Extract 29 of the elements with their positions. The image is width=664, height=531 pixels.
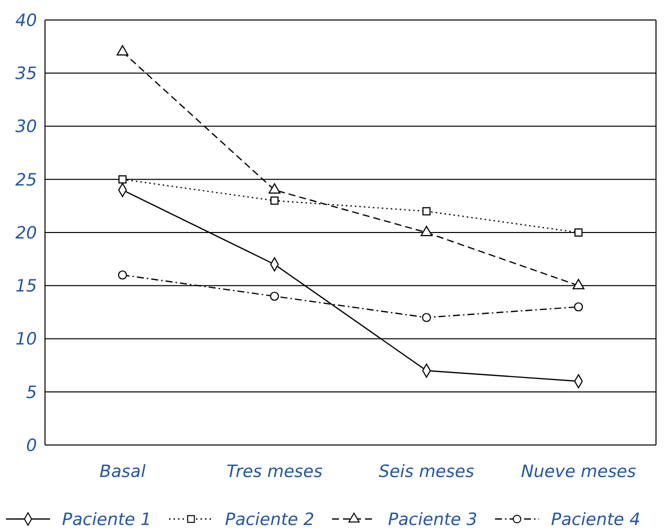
point	[118, 175, 127, 184]
y-tick-label: 0	[26, 436, 37, 456]
point	[268, 183, 280, 194]
x-tick-label: Tres meses	[226, 462, 323, 482]
x-tick-label: Basal	[99, 462, 146, 482]
point	[116, 45, 128, 56]
point	[572, 278, 584, 290]
x-tick-label: Nueve meses	[520, 462, 636, 482]
point	[270, 196, 279, 205]
y-tick-label: 30	[15, 117, 37, 138]
y-tick-label: 40	[15, 10, 37, 31]
point	[574, 228, 583, 237]
point	[574, 302, 584, 312]
legend-label: Paciente 1	[62, 510, 152, 530]
y-tick-label: 10	[15, 330, 37, 350]
point	[422, 207, 431, 216]
legend-label: Paciente 4	[551, 510, 640, 530]
point	[420, 226, 432, 236]
point	[422, 312, 432, 322]
legend-label: Paciente 2	[225, 510, 314, 530]
y-tick-label: 20	[15, 223, 37, 244]
point	[118, 270, 128, 280]
legend-label: Paciente 3	[388, 510, 478, 530]
y-tick-label: 25	[15, 170, 37, 190]
point	[270, 292, 280, 301]
y-tick-label: 15	[15, 276, 37, 297]
y-tick-label: 5	[26, 382, 37, 403]
x-tick-label: Seis meses	[378, 462, 474, 482]
y-tick-label: 35	[15, 64, 37, 84]
